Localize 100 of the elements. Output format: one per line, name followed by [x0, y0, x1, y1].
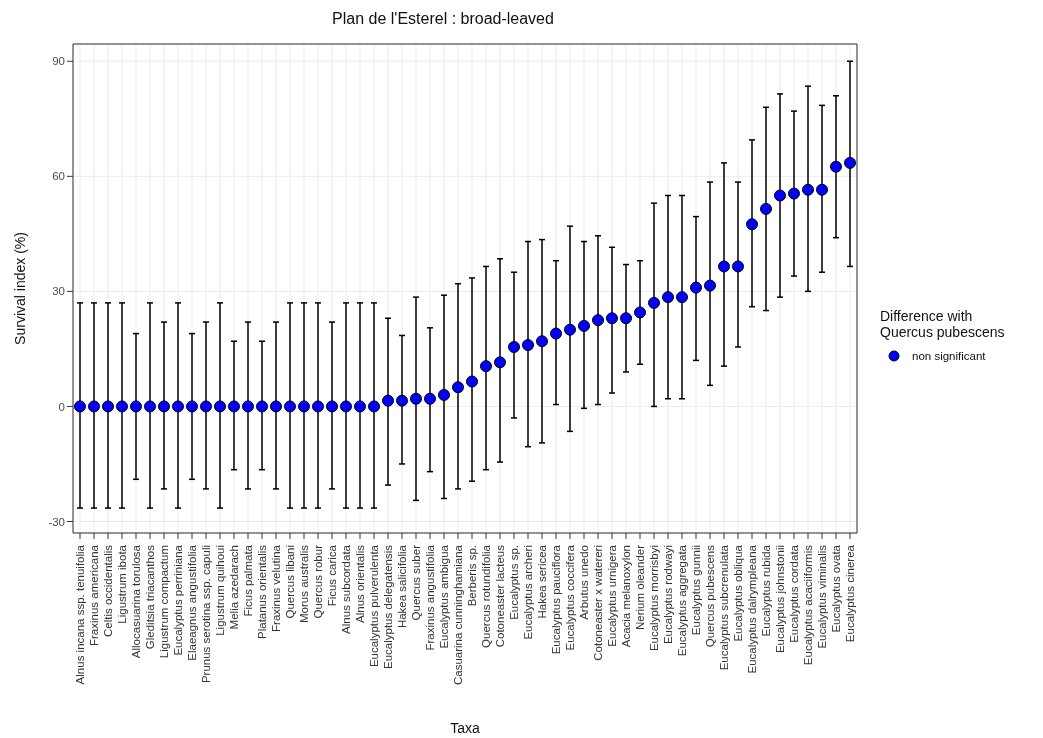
point — [662, 291, 674, 304]
y-tick-label: 30 — [52, 285, 65, 298]
x-tick-label: Quercus suber — [410, 544, 423, 621]
x-tick-label: Eucalyptus morrisbyi — [648, 545, 661, 652]
point — [704, 279, 716, 292]
point — [676, 291, 688, 304]
x-tick-label: Eucalyptus rubida — [760, 544, 773, 637]
point — [102, 400, 114, 413]
x-tick-label: Quercus robur — [312, 544, 325, 619]
point — [242, 400, 254, 413]
x-tick-label: Cotoneaster x watereri — [592, 545, 605, 661]
x-tick-label: Eucalyptus pauciflora — [550, 544, 563, 655]
legend-label: non significant — [912, 350, 986, 362]
x-tick-label: Nerium oleander — [634, 544, 647, 631]
point — [298, 400, 310, 413]
x-tick-label: Hakea sericea — [536, 544, 549, 619]
point — [466, 375, 478, 388]
point — [816, 183, 828, 196]
x-tick-label: Fraxinus velutina — [270, 544, 283, 632]
point — [186, 400, 198, 413]
x-tick-label: Eucalyptus aggregata — [676, 544, 689, 657]
x-tick-label: Ligustrum quihoui — [214, 545, 227, 636]
point — [522, 339, 534, 352]
point — [200, 400, 212, 413]
x-tick-label: Eucalyptus archeri — [522, 545, 535, 640]
point — [452, 381, 464, 394]
x-tick-label: Eucalyptus obliqua — [732, 544, 745, 642]
x-tick-label: Eucalyptus coccifera — [564, 544, 577, 651]
x-tick-label: Cotoneaster lacteus — [494, 544, 507, 648]
point — [634, 306, 646, 319]
point — [620, 312, 632, 325]
chart-title: Plan de l'Esterel : broad-leaved — [331, 10, 555, 28]
x-tick-label: Ligustrum ibota — [116, 544, 129, 624]
y-tick-label: -30 — [48, 515, 65, 528]
point — [690, 281, 702, 294]
x-tick-label: Eucalyptus ambigua — [438, 544, 451, 649]
point — [382, 394, 394, 407]
x-tick-label: Fraxinus angustifolia — [424, 544, 437, 651]
point — [130, 400, 142, 413]
point — [256, 400, 268, 413]
point — [116, 400, 128, 413]
point — [802, 183, 814, 196]
x-tick-label: Quercus pubescens — [704, 544, 717, 648]
point — [592, 314, 604, 327]
x-tick-label: Quercus rotundifolia — [480, 544, 493, 648]
point — [578, 319, 590, 332]
y-tick-label: 90 — [52, 55, 65, 68]
point — [158, 400, 170, 413]
x-tick-label: Ficus palmata — [242, 544, 255, 617]
x-tick-label: Prunus serotina ssp. capuli — [200, 545, 213, 684]
point — [144, 400, 156, 413]
x-tick-label: Morus australis — [298, 544, 311, 623]
point — [746, 218, 758, 231]
x-tick-label: Quercus libani — [284, 545, 297, 619]
x-tick-label: Elaeagnus angustifolia — [186, 544, 199, 661]
x-tick-label: Eucalyptus johnstonii — [774, 545, 787, 654]
x-tick-label: Melia azedarach — [228, 545, 241, 630]
x-tick-label: Gleditsia triacanthos — [144, 544, 157, 650]
point — [410, 392, 422, 405]
x-tick-label: Alnus incana ssp. tenuifolia — [74, 544, 87, 685]
x-tick-label: Berberis sp. — [466, 545, 479, 607]
x-tick-label: Eucalyptus gunnii — [690, 545, 703, 636]
point — [830, 160, 842, 173]
point — [312, 400, 324, 413]
x-tick-label: Platanus orientalis — [256, 544, 269, 639]
x-tick-label: Alnus orientalis — [354, 544, 367, 623]
point — [494, 356, 506, 369]
point — [368, 400, 380, 413]
point — [270, 400, 282, 413]
point — [788, 187, 800, 200]
x-tick-label: Eucalyptus rodwayi — [662, 545, 675, 645]
x-axis-title: Taxa — [450, 720, 480, 736]
x-tick-label: Alnus subcordata — [340, 544, 353, 634]
x-tick-label: Eucalyptus delegatensis — [382, 544, 395, 670]
point — [326, 400, 338, 413]
point — [214, 400, 226, 413]
x-tick-label: Eucalyptus urnigera — [606, 544, 619, 647]
point — [438, 388, 450, 401]
x-tick-label: Eucalyptus sp. — [508, 545, 521, 620]
point — [424, 392, 436, 405]
x-tick-label: Arbutus unedo — [578, 545, 591, 620]
x-tick-label: Eucalyptus viminalis — [816, 544, 829, 649]
legend-title: Difference with Quercus pubescens — [880, 308, 1005, 340]
x-tick-label: Acacia melanoxylon — [620, 545, 633, 648]
x-tick-label: Eucalyptus ovata — [830, 544, 843, 633]
y-axis-title: Survival index (%) — [11, 232, 28, 345]
x-tick-label: Fraxinus americana — [88, 544, 101, 646]
x-tick-label: Allocasuarina torulosa — [130, 544, 143, 659]
x-tick-label: Eucalyptus dalrympleana — [746, 544, 759, 674]
point — [74, 400, 86, 413]
x-tick-label: Eucalyptus acaciiformis — [802, 544, 815, 666]
point — [760, 202, 772, 215]
x-tick-label: Ligustrum compactum — [158, 545, 171, 659]
x-tick-label: Eucalyptus subcrenulata — [718, 544, 731, 671]
point — [536, 335, 548, 348]
x-tick-label: Ficus carica — [326, 544, 339, 607]
point — [172, 400, 184, 413]
point — [284, 400, 296, 413]
y-tick-label: 0 — [58, 400, 65, 413]
x-tick-label: Eucalyptus cordata — [788, 544, 801, 643]
